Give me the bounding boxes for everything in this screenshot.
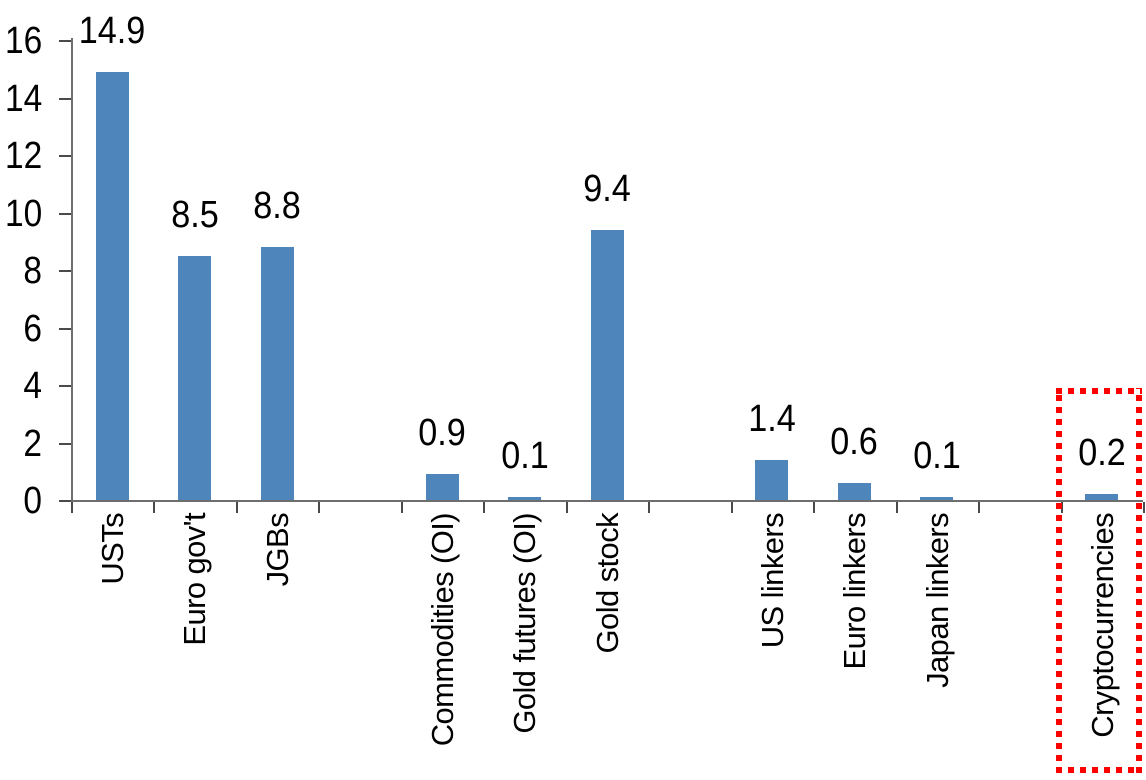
x-axis-tick bbox=[400, 502, 403, 513]
bar-commodities-oi- bbox=[426, 474, 459, 500]
y-axis-tick bbox=[59, 385, 71, 387]
bar-value-label: 8.8 bbox=[253, 185, 301, 227]
y-axis-tick-label: 8 bbox=[23, 250, 42, 292]
y-axis-tick bbox=[59, 270, 71, 272]
bar-gold-stock bbox=[591, 230, 624, 500]
x-axis-tick bbox=[565, 502, 568, 513]
x-axis-tick bbox=[813, 502, 816, 513]
category-label: JGBs bbox=[259, 513, 295, 587]
category-label-cell: US linkers bbox=[731, 513, 813, 780]
y-axis-tick bbox=[59, 500, 71, 502]
y-axis-tick bbox=[59, 327, 71, 330]
y-axis-tick bbox=[59, 212, 71, 215]
bar-value-label: 0.9 bbox=[418, 412, 466, 454]
category-label: Euro linkers bbox=[836, 513, 872, 670]
bar-value-label: 0.1 bbox=[913, 435, 961, 477]
bar-value-label: 9.4 bbox=[583, 168, 631, 210]
x-axis-tick bbox=[483, 502, 486, 513]
x-axis-tick bbox=[978, 502, 981, 513]
category-label: Commodities (OI) bbox=[424, 513, 460, 747]
x-axis-line bbox=[71, 500, 1143, 502]
y-axis-tick-label: 16 bbox=[5, 20, 43, 62]
y-axis-line bbox=[71, 38, 73, 501]
y-axis-tick bbox=[59, 442, 71, 445]
bar-gold-futures-oi- bbox=[508, 497, 541, 500]
y-axis-tick-label: 6 bbox=[23, 307, 42, 350]
y-axis-tick-label: 10 bbox=[5, 192, 43, 235]
category-label: USTs bbox=[94, 513, 130, 585]
category-label-cell: Gold stock bbox=[566, 513, 648, 780]
y-axis-tick-label: 14 bbox=[5, 77, 43, 120]
x-axis-tick bbox=[318, 502, 321, 513]
highlight-box bbox=[1056, 388, 1142, 773]
bar-value-label: 0.6 bbox=[830, 421, 878, 463]
category-label-cell: Gold futures (OI) bbox=[483, 513, 565, 780]
category-label: Gold futures (OI) bbox=[506, 513, 542, 734]
category-label-cell: JGBs bbox=[236, 513, 318, 780]
y-axis-tick bbox=[59, 155, 71, 157]
bar-value-label: 8.5 bbox=[171, 194, 219, 236]
bar-value-label: 14.9 bbox=[78, 10, 146, 52]
category-label: Euro gov't bbox=[176, 513, 212, 646]
category-label: US linkers bbox=[754, 513, 790, 649]
bar-usts bbox=[96, 72, 129, 500]
y-axis-tick-label: 2 bbox=[23, 422, 42, 465]
bar-euro-gov-t bbox=[178, 256, 211, 500]
x-axis-tick bbox=[730, 502, 733, 513]
x-axis-tick bbox=[153, 502, 156, 513]
bar-value-label: 1.4 bbox=[748, 398, 796, 440]
category-label: Japan linkers bbox=[919, 513, 955, 688]
y-axis-tick-label: 0 bbox=[23, 480, 42, 522]
category-label-cell: Euro gov't bbox=[153, 513, 235, 780]
y-axis-tick-label: 4 bbox=[23, 365, 42, 407]
category-label: Gold stock bbox=[589, 513, 625, 654]
category-label-cell: Euro linkers bbox=[813, 513, 895, 780]
y-axis-tick bbox=[59, 97, 71, 100]
bar-us-linkers bbox=[755, 460, 788, 500]
bar-japan-linkers bbox=[920, 497, 953, 500]
bar-value-label: 0.1 bbox=[501, 435, 549, 477]
y-axis-tick bbox=[59, 40, 71, 42]
category-label-cell: Japan linkers bbox=[896, 513, 978, 780]
category-label-cell: Commodities (OI) bbox=[401, 513, 483, 780]
x-axis-tick bbox=[895, 502, 898, 513]
bar-jgbs bbox=[261, 247, 294, 500]
x-axis-tick bbox=[1143, 502, 1145, 513]
y-axis-tick-label: 12 bbox=[5, 135, 43, 177]
x-axis-tick bbox=[235, 502, 238, 513]
x-axis-tick bbox=[71, 502, 73, 513]
x-axis-tick bbox=[648, 502, 651, 513]
category-label-cell: USTs bbox=[71, 513, 153, 780]
bar-euro-linkers bbox=[838, 483, 871, 500]
